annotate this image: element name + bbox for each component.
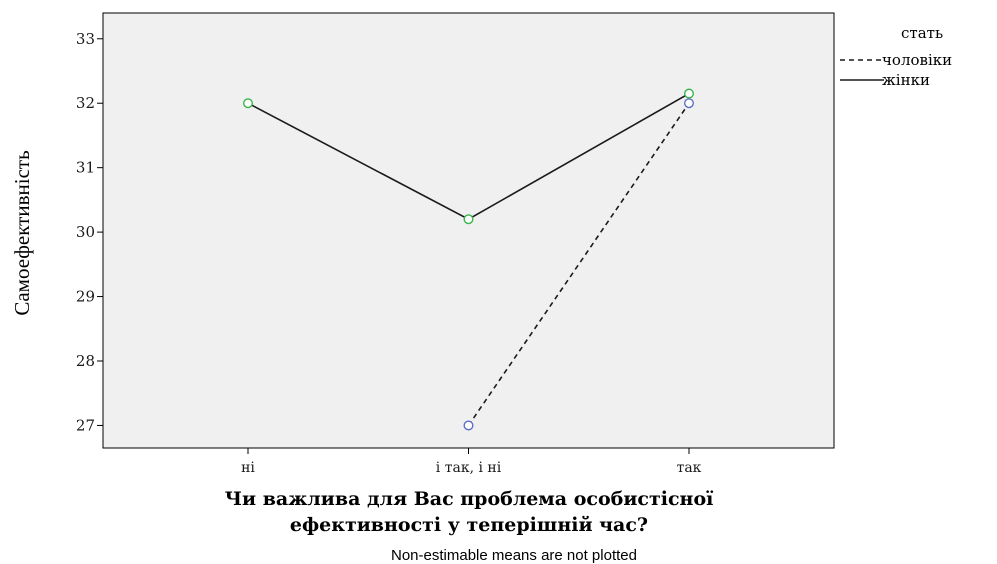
chart-footnote: Non-estimable means are not plotted — [391, 547, 637, 564]
y-tick-label: 32 — [76, 94, 95, 112]
legend: стать чоловіки жінки — [840, 24, 952, 89]
y-axis: 27 28 29 30 31 32 33 — [76, 30, 103, 434]
y-tick-label: 27 — [76, 416, 95, 434]
legend-title: стать — [901, 24, 943, 42]
legend-label: чоловіки — [882, 51, 952, 69]
legend-label: жінки — [882, 71, 930, 89]
y-tick-label: 33 — [76, 30, 95, 48]
x-axis: ні і так, і ні так — [241, 448, 702, 476]
y-axis-title: Самоефективність — [10, 150, 34, 315]
data-point — [242, 98, 253, 109]
y-tick-label: 31 — [76, 159, 95, 177]
data-point — [684, 88, 695, 99]
series-layer — [242, 88, 695, 431]
plot-area — [102, 12, 835, 449]
x-tick-label: і так, і ні — [436, 460, 502, 476]
y-tick-label: 28 — [76, 352, 95, 370]
x-axis-title-line-2: ефективності у теперішній час? — [290, 514, 648, 536]
x-tick-label: ні — [241, 460, 255, 476]
data-point — [463, 420, 474, 431]
data-point — [463, 214, 474, 225]
series-line — [467, 102, 690, 426]
x-axis-title-line-1: Чи важлива для Вас проблема особистісної — [225, 488, 714, 510]
data-point — [684, 98, 695, 109]
x-tick-label: так — [677, 460, 702, 476]
y-tick-label: 29 — [76, 288, 95, 306]
y-tick-label: 30 — [76, 223, 95, 241]
